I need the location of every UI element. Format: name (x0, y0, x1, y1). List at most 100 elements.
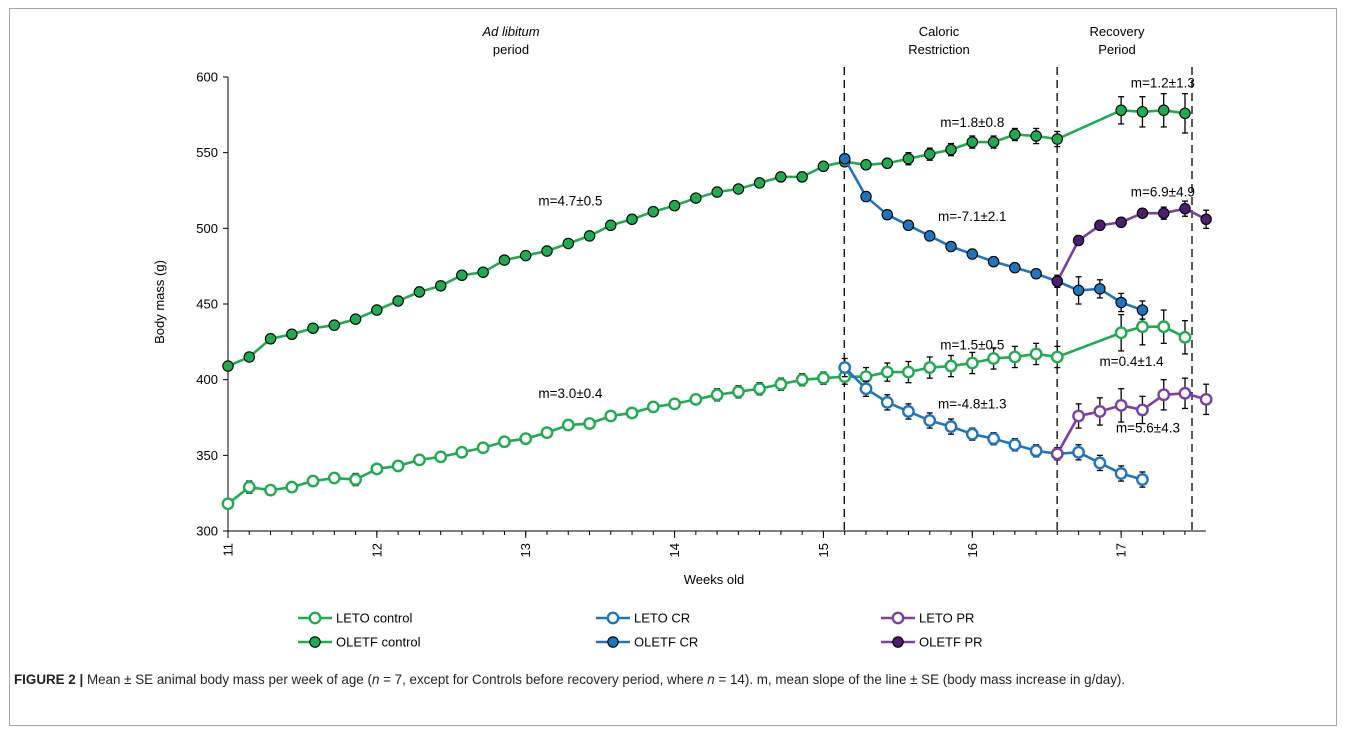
data-point (859, 382, 873, 396)
x-tick-label: 12 (369, 543, 384, 557)
data-point (264, 483, 277, 497)
data-point (392, 295, 404, 307)
data-point (987, 352, 1000, 365)
legend-item: LETO control (298, 611, 412, 626)
data-point (540, 426, 554, 440)
data-point (1178, 330, 1192, 344)
axes: 300 350 400 450 500 550 600 11 12 13 14 15 16 17 (196, 70, 1206, 557)
series-oletf-pr (1051, 200, 1212, 288)
data-point (1094, 219, 1106, 232)
period-label-adlib-1: Ad libitum (481, 24, 539, 39)
data-point (1029, 347, 1043, 361)
data-point (1179, 107, 1191, 120)
body-mass-chart: Ad libitum period Caloric Restriction Re… (152, 24, 1213, 650)
period-labels: Ad libitum period Caloric Restriction Re… (481, 24, 1144, 57)
data-point (1136, 403, 1149, 417)
series-leto-pr (1050, 377, 1213, 461)
data-point (1115, 104, 1127, 117)
caption-text-1: Mean ± SE animal body mass per week of a… (83, 672, 372, 687)
data-point (711, 186, 723, 198)
data-point (477, 266, 489, 278)
data-point (860, 190, 872, 203)
data-point (987, 255, 1000, 268)
data-point (838, 152, 851, 165)
data-point (689, 392, 703, 406)
legend-label: LETO CR (634, 611, 690, 626)
data-point (817, 371, 830, 385)
data-point (1199, 392, 1213, 406)
figure-caption: FIGURE 2 | Mean ± SE animal body mass pe… (14, 670, 1329, 689)
data-point (349, 473, 362, 486)
caption-text-2: = 7, except for Controls before recovery… (379, 672, 708, 687)
data-point (944, 359, 958, 373)
slope-annotation: m=-7.1±2.1 (938, 209, 1007, 224)
data-point (945, 240, 957, 253)
data-point (668, 199, 681, 212)
data-point (732, 183, 745, 195)
data-point (902, 405, 915, 418)
data-point (966, 248, 979, 260)
data-point (626, 213, 638, 226)
series-line (227, 108, 1186, 368)
data-point (860, 159, 872, 171)
data-point (391, 459, 405, 473)
slope-annotation: m=-4.8±1.3 (938, 396, 1007, 411)
y-tick-label: 300 (196, 524, 218, 539)
caption-n1: n (371, 672, 380, 687)
data-point (902, 219, 915, 232)
data-point (1136, 106, 1149, 118)
data-point (328, 319, 341, 331)
caption-label: FIGURE 2 | (14, 672, 84, 687)
y-tick-label: 450 (196, 297, 218, 312)
series-oletf-cr (838, 152, 1149, 320)
data-point (625, 406, 639, 420)
caption-n2: n (707, 672, 715, 687)
y-tick-label: 350 (196, 448, 218, 463)
data-point (880, 365, 894, 379)
data-point (1136, 304, 1149, 316)
data-point (264, 333, 277, 345)
data-point (1178, 386, 1192, 400)
data-point (456, 269, 468, 281)
data-point (222, 360, 234, 372)
data-point (1094, 283, 1106, 295)
legend: LETO control LETO CR LETO PR OLETF control O… (298, 611, 983, 650)
data-point (1136, 207, 1149, 219)
period-label-recovery-2: Period (1098, 42, 1136, 57)
data-point (1030, 130, 1042, 142)
data-point (944, 420, 958, 433)
x-axis-title: Weeks old (684, 572, 744, 587)
data-point (1115, 216, 1127, 229)
data-point (242, 480, 256, 494)
data-point (1030, 267, 1042, 280)
data-point (1114, 326, 1128, 340)
data-point (668, 397, 681, 411)
data-point (1157, 207, 1170, 219)
data-point (519, 249, 532, 262)
data-point (817, 160, 830, 173)
y-tick-label: 400 (196, 372, 218, 387)
data-point (965, 427, 979, 441)
data-point (583, 230, 596, 242)
data-point (690, 192, 702, 204)
legend-swatch-marker (308, 611, 322, 625)
data-point (1072, 409, 1085, 423)
period-label-adlib-2: period (493, 42, 529, 57)
data-point (1072, 445, 1085, 459)
data-point (923, 148, 936, 160)
data-point (796, 171, 808, 183)
slope-annotation: m=6.9±4.9 (1131, 185, 1195, 200)
legend-swatch-marker (607, 636, 619, 648)
data-point (1200, 213, 1212, 226)
y-tick-label: 550 (196, 145, 218, 160)
x-tick-label: 11 (221, 543, 236, 557)
y-tick-label: 500 (196, 221, 218, 236)
legend-item: OLETF PR (881, 635, 983, 650)
data-point (327, 471, 341, 485)
data-point (1029, 444, 1043, 458)
data-point (370, 462, 384, 476)
legend-item: OLETF control (298, 635, 421, 650)
data-point (221, 497, 235, 511)
data-point (561, 418, 575, 432)
slope-annotation: m=1.2±1.3 (1131, 76, 1195, 91)
